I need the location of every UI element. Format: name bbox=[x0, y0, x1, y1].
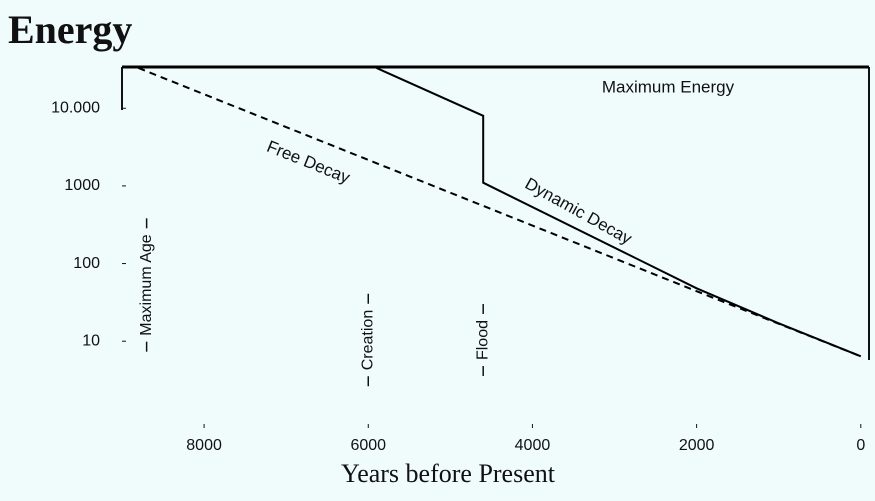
x-tick-label: 6000 bbox=[350, 437, 386, 454]
x-tick-label: 0 bbox=[856, 437, 865, 454]
annotation: Creation bbox=[359, 310, 376, 370]
y-tick-label: 100 bbox=[73, 255, 100, 272]
y-tick-label: 10.000 bbox=[51, 99, 100, 116]
series-line bbox=[138, 67, 862, 358]
annotation: Maximum Age bbox=[138, 234, 155, 335]
series-label: Maximum Energy bbox=[602, 77, 735, 96]
series-line bbox=[376, 67, 862, 358]
annotation: Flood bbox=[474, 320, 491, 360]
chart-title: Energy bbox=[8, 7, 132, 52]
y-tick-label: 10 bbox=[82, 332, 100, 349]
x-tick-label: 4000 bbox=[515, 437, 551, 454]
x-tick-label: 2000 bbox=[679, 437, 715, 454]
x-tick-label: 8000 bbox=[186, 437, 222, 454]
x-axis-label: Years before Present bbox=[341, 459, 556, 488]
y-tick-label: 1000 bbox=[64, 177, 100, 194]
series-label: Free Decay bbox=[264, 137, 353, 188]
